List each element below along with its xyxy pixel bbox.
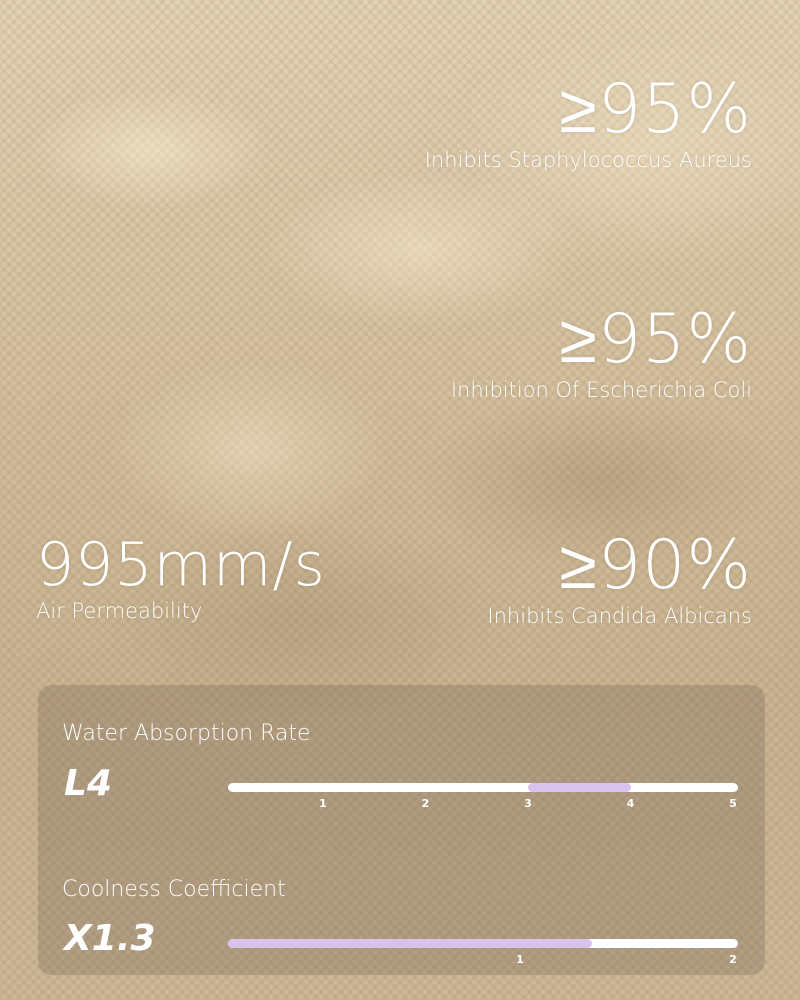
water-tick-4: 4 (626, 797, 635, 810)
stat-air-permeability: 995mm/s Air Permeability (36, 535, 326, 623)
coolness-value: X1.3 (64, 918, 156, 959)
water-tick-2: 2 (421, 797, 430, 810)
stat-label: Air Permeability (36, 599, 203, 623)
water-tick-5: 5 (729, 797, 737, 810)
coolness-tick-1: 1 (516, 953, 524, 966)
coolness-fill (228, 939, 592, 948)
water-absorption-fill (528, 783, 631, 792)
stat-value: ≥90% (559, 526, 752, 605)
stat-staphylococcus: ≥95% Inhibits Staphylococcus Aureus (424, 70, 752, 173)
coolness-tick-2: 2 (729, 953, 737, 966)
coolness-label: Coolness Coefficient (62, 877, 286, 902)
water-tick-3: 3 (524, 797, 532, 810)
stat-candida: ≥90% Inhibits Candida Albicans (487, 526, 752, 629)
stat-e-coli: ≥95% Inhibition Of Escherichia Coli (450, 300, 752, 403)
stat-value: ≥95% (559, 300, 752, 379)
stat-label: Inhibits Staphylococcus Aureus (424, 148, 752, 172)
stat-label: Inhibition Of Escherichia Coli (450, 378, 752, 402)
stat-value: ≥95% (559, 70, 752, 149)
water-absorption-bar: 1 2 3 4 5 (228, 783, 738, 810)
water-absorption-label: Water Absorption Rate (62, 721, 311, 746)
stat-value: 995mm/s (36, 530, 326, 600)
water-tick-1: 1 (319, 797, 327, 810)
water-absorption-value: L4 (64, 763, 112, 804)
stat-label: Inhibits Candida Albicans (487, 604, 752, 628)
